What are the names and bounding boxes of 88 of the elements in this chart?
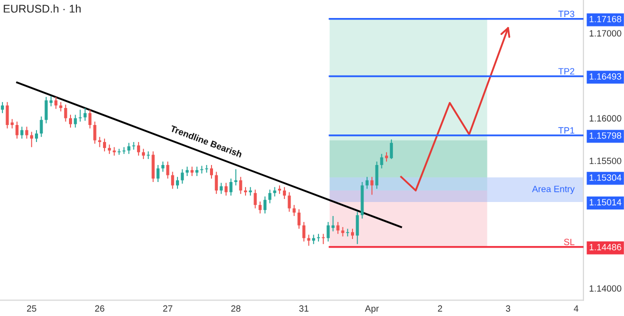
candlestick xyxy=(30,131,34,148)
y-tick-label: 1.14486 xyxy=(590,244,622,250)
candlestick xyxy=(88,109,92,129)
x-tick-label: 28 xyxy=(231,305,240,312)
candlestick xyxy=(263,196,266,214)
candlestick xyxy=(122,146,126,154)
candlestick xyxy=(84,108,87,122)
candlestick xyxy=(34,130,38,143)
x-tick-label: 31 xyxy=(299,305,308,312)
candlestick xyxy=(186,166,189,177)
candlestick xyxy=(152,150,155,182)
candlestick xyxy=(385,152,388,162)
candlestick xyxy=(332,216,335,232)
candlestick xyxy=(161,161,164,172)
candlestick xyxy=(356,211,359,245)
ref-line-label: TP3 xyxy=(558,10,574,18)
candlestick xyxy=(229,178,232,196)
candlestick xyxy=(258,201,262,214)
x-tick-label: 26 xyxy=(95,305,104,312)
candlestick xyxy=(176,176,179,190)
x-tick-label: 4 xyxy=(574,305,578,312)
candlestick xyxy=(288,192,291,212)
candlestick xyxy=(64,104,68,122)
candlestick xyxy=(366,176,369,190)
candlestick xyxy=(93,121,96,144)
y-tick-label: 1.15014 xyxy=(590,199,622,206)
candlestick xyxy=(210,164,214,180)
candlestick xyxy=(180,168,184,184)
y-tick-label: 1.16000 xyxy=(590,115,622,122)
candlestick xyxy=(74,114,77,128)
x-tick-label: Apr xyxy=(364,305,379,314)
candlestick xyxy=(40,116,43,138)
candlestick xyxy=(195,166,198,177)
candlestick xyxy=(370,176,374,196)
candlestick xyxy=(108,144,111,154)
y-tick-label: 1.15798 xyxy=(590,132,622,139)
x-tick-label: 2 xyxy=(438,305,442,312)
candlestick xyxy=(307,234,310,246)
y-tick-label: 1.17168 xyxy=(590,16,622,22)
ref-line-label: TP2 xyxy=(558,68,574,74)
candlestick xyxy=(350,228,354,240)
candlestick xyxy=(44,96,48,124)
candlestick xyxy=(142,148,145,160)
candlestick xyxy=(166,161,170,180)
y-tick-label: 1.15500 xyxy=(590,158,622,164)
candlestick xyxy=(282,186,286,200)
candlestick xyxy=(239,176,242,194)
x-tick-label: 25 xyxy=(27,305,36,312)
candlestick xyxy=(292,204,296,216)
candlestick xyxy=(137,142,140,156)
candlestick xyxy=(103,138,106,152)
ref-line-label: TP1 xyxy=(558,127,574,134)
candlestick xyxy=(59,102,62,112)
candlestick xyxy=(50,96,53,107)
candlestick xyxy=(302,221,306,242)
candlestick xyxy=(273,186,276,197)
candlestick xyxy=(190,166,194,177)
ref-line-label: SL xyxy=(564,238,574,246)
x-tick-label: 27 xyxy=(163,305,172,312)
candlestick xyxy=(20,126,24,140)
candlestick xyxy=(312,234,316,245)
chart-title: EURUSD.h · 1h xyxy=(4,4,81,13)
candlestick xyxy=(0,102,4,114)
candlestick xyxy=(254,189,257,209)
candlestick xyxy=(127,142,130,154)
band-label: Area Entry xyxy=(532,186,575,194)
y-tick-label: 1.14000 xyxy=(590,285,622,292)
candlestick xyxy=(54,96,58,110)
candlestick xyxy=(336,221,340,234)
candlestick xyxy=(16,121,19,140)
candlestick xyxy=(25,126,28,140)
candlestick xyxy=(375,161,378,190)
y-tick-label: 1.15304 xyxy=(590,174,622,181)
y-tick-label: 1.16493 xyxy=(590,73,622,80)
candlestick xyxy=(214,171,218,194)
candlestick xyxy=(390,138,393,160)
candlestick xyxy=(326,221,330,242)
y-tick-label: 1.17000 xyxy=(590,30,622,37)
candlestick xyxy=(380,153,384,169)
candlestick xyxy=(171,171,174,190)
x-tick-label: 3 xyxy=(506,305,510,312)
candlestick xyxy=(298,208,301,230)
candlestick xyxy=(156,164,160,182)
candlestick xyxy=(341,226,344,237)
candlestick xyxy=(268,189,272,204)
candlestick xyxy=(220,182,223,194)
candlestick xyxy=(68,114,72,128)
candlestick xyxy=(224,182,228,196)
